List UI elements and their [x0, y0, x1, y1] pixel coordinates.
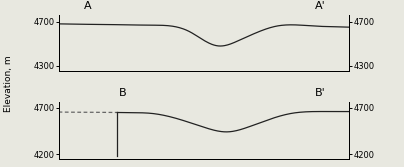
- Text: B': B': [315, 88, 326, 98]
- Text: B: B: [119, 88, 126, 98]
- Text: A: A: [84, 1, 91, 11]
- Text: A': A': [315, 1, 326, 11]
- Text: Elevation, m: Elevation, m: [4, 55, 13, 112]
